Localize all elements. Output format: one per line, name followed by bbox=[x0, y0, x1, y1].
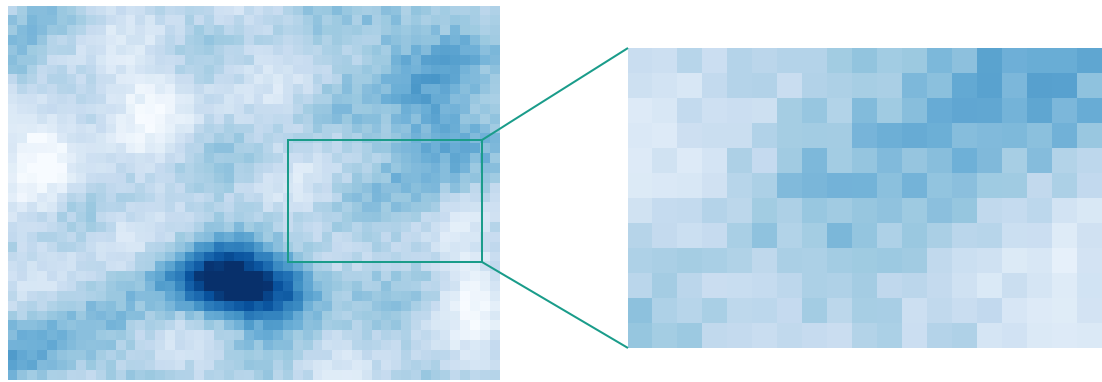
main-heatmap bbox=[8, 6, 500, 380]
zoom-heatmap bbox=[628, 48, 1102, 348]
zoom-connector-top bbox=[481, 47, 629, 141]
zoom-connector-bottom bbox=[481, 261, 629, 349]
